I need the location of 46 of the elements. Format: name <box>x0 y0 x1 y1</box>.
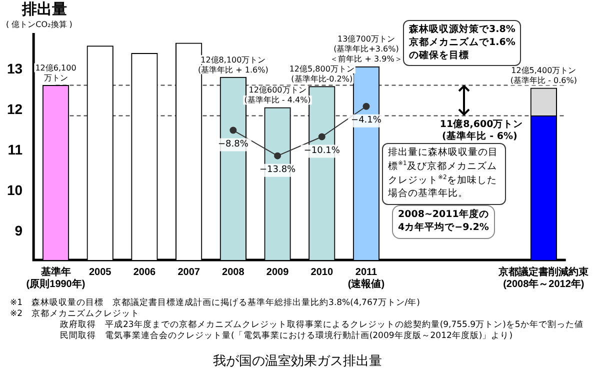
x-tick-label: 2006 <box>133 266 156 278</box>
x-tick-label: 基準年 (原則1990年) <box>26 266 86 290</box>
annotation: −10.1% <box>304 146 340 156</box>
y-tick-label: 12 <box>6 100 23 117</box>
text: 政府取得 平成23年度までの京都メカニズムクレジット取得事業によるクレジットの総契約量(9,755.9万トン)を5か年で割った値 <box>59 320 584 330</box>
y-tick-label: 13 <box>6 60 23 76</box>
x-tick-label: 2005 <box>88 266 112 278</box>
annotation: 12億600万トン <box>248 86 306 95</box>
y-tick-label: 11 <box>8 141 23 158</box>
annotation: 12億5,400万トン <box>511 66 576 76</box>
annotation: (基準年比 - 4.4%) <box>244 96 311 105</box>
x-tick-label: 2009 <box>266 266 290 278</box>
annotation: −8.8% <box>218 140 249 150</box>
x-tick-label: 2007 <box>178 266 200 278</box>
text: 民間取得 電気事業連合会のクレジット量(「電気事業における環境行動計画(2009年度版～2012年度版)」より) <box>59 331 514 342</box>
text: ※1 森林吸収量の目標 京都議定書目標達成計画に掲げる基準年総排出量比約3.8%(4,767万トン/年) <box>10 298 421 309</box>
annotation: −13.8% <box>259 165 296 176</box>
y-tick-label: 10 <box>6 182 23 198</box>
annotation: (基準年比 - 6%) <box>442 130 518 143</box>
y-axis-title: 排出量 <box>22 0 67 19</box>
annotation: 13億700万トン <box>338 34 395 44</box>
point <box>318 133 326 140</box>
annotation: (基準年比 + 1.6%) <box>198 65 268 74</box>
x-tick-label: 2010 <box>310 266 334 278</box>
point <box>274 152 282 160</box>
text: 我が国の温室効果ガス排出量 <box>212 353 383 370</box>
annotation: (基準年比-0.2%) <box>291 74 353 84</box>
annotation: 2008~2011年度の 4カ年平均で−9.2% <box>392 205 495 239</box>
y-tick-label: 9 <box>14 222 23 238</box>
annotation: (基準年比 - 0.6%) <box>510 76 577 86</box>
annotation: (基準年比+3.6%) <box>334 44 399 54</box>
text: ※2 京都メカニズムクレジット <box>10 309 141 320</box>
point <box>362 102 370 110</box>
annotation: 12億8,100万トン <box>200 55 266 64</box>
ref-line-label: 11億8,600万トン <box>440 118 524 130</box>
annotation: −4.1% <box>351 116 382 126</box>
text: ( 億トンCO₂換算 ) <box>6 19 72 30</box>
x-tick-label: 2008 <box>222 266 245 278</box>
x-tick-label: 京都議定書削減約束 (2008年～2012年) <box>498 266 589 290</box>
annotation: 12億6,100万トン <box>35 63 76 82</box>
annotation: ＜前年比 + 3.9%＞ <box>330 54 402 64</box>
x-tick-label: 2011 (速報値) <box>348 266 385 290</box>
annotation: 森林吸収源対策で3.8% 京都メカニズムで1.6% の確保を目標 <box>403 20 522 66</box>
point <box>230 126 237 134</box>
annotation: 12億5,800万トン <box>289 64 354 74</box>
annotation: 排出量に森林吸収量の目標$^{※1}$及び京都メカニズムクレジット$^{※2}$を加味した場合の基準年比。 <box>382 143 506 205</box>
